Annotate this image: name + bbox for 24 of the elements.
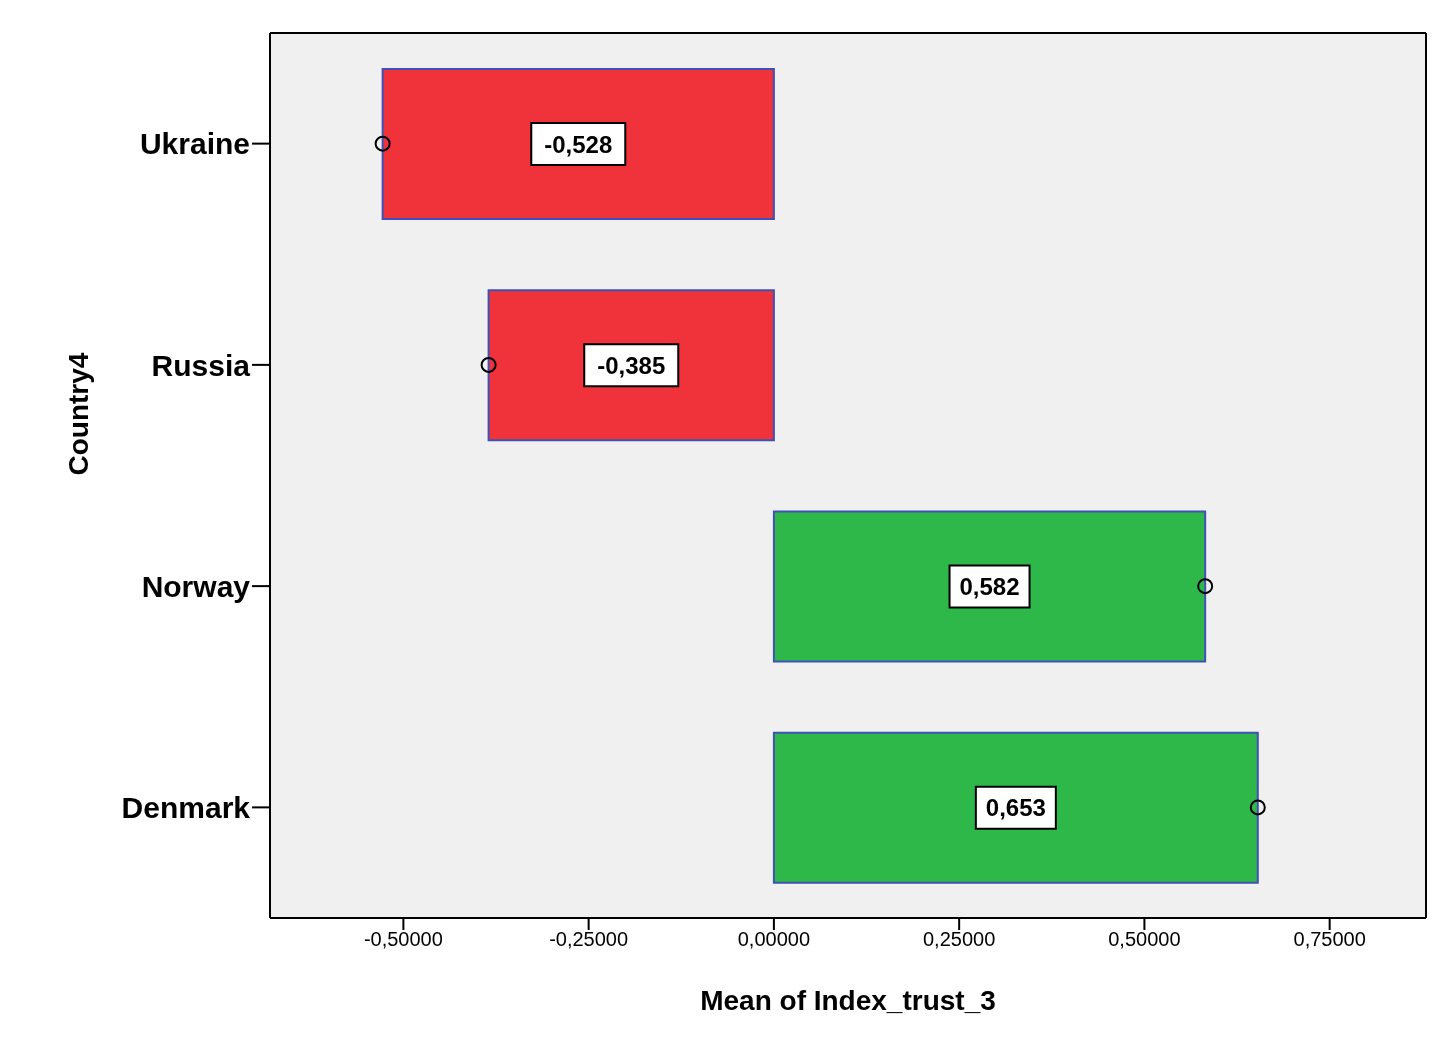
- data-label: 0,653: [985, 794, 1046, 822]
- x-tick-label: 0,75000: [1293, 928, 1366, 951]
- bar: [772, 510, 1207, 663]
- x-axis-title: Mean of Index_trust_3: [700, 985, 996, 1016]
- point: [1249, 799, 1266, 816]
- point: [374, 135, 391, 152]
- x-tick-label: 0,50000: [1108, 928, 1181, 951]
- y-tick-label: Norway: [141, 569, 251, 603]
- data-label: -0,528: [544, 130, 613, 158]
- x-tick-label: -0,50000: [363, 928, 443, 951]
- bar: [381, 68, 775, 220]
- x-tick-label: -0,25000: [549, 928, 629, 951]
- x-tick-label: 0,25000: [923, 928, 996, 951]
- point: [1197, 578, 1214, 595]
- y-axis-title: Country4: [62, 352, 94, 476]
- bar: [772, 731, 1259, 884]
- bar: [487, 289, 775, 442]
- y-tick-label: Russia: [151, 348, 251, 382]
- x-tick-label: 0,00000: [737, 928, 811, 951]
- y-tick-label: Ukraine: [139, 127, 250, 161]
- data-label: -0,385: [597, 351, 666, 379]
- point: [480, 356, 497, 373]
- data-label: 0,582: [959, 573, 1020, 600]
- y-tick-label: Denmark: [121, 791, 251, 825]
